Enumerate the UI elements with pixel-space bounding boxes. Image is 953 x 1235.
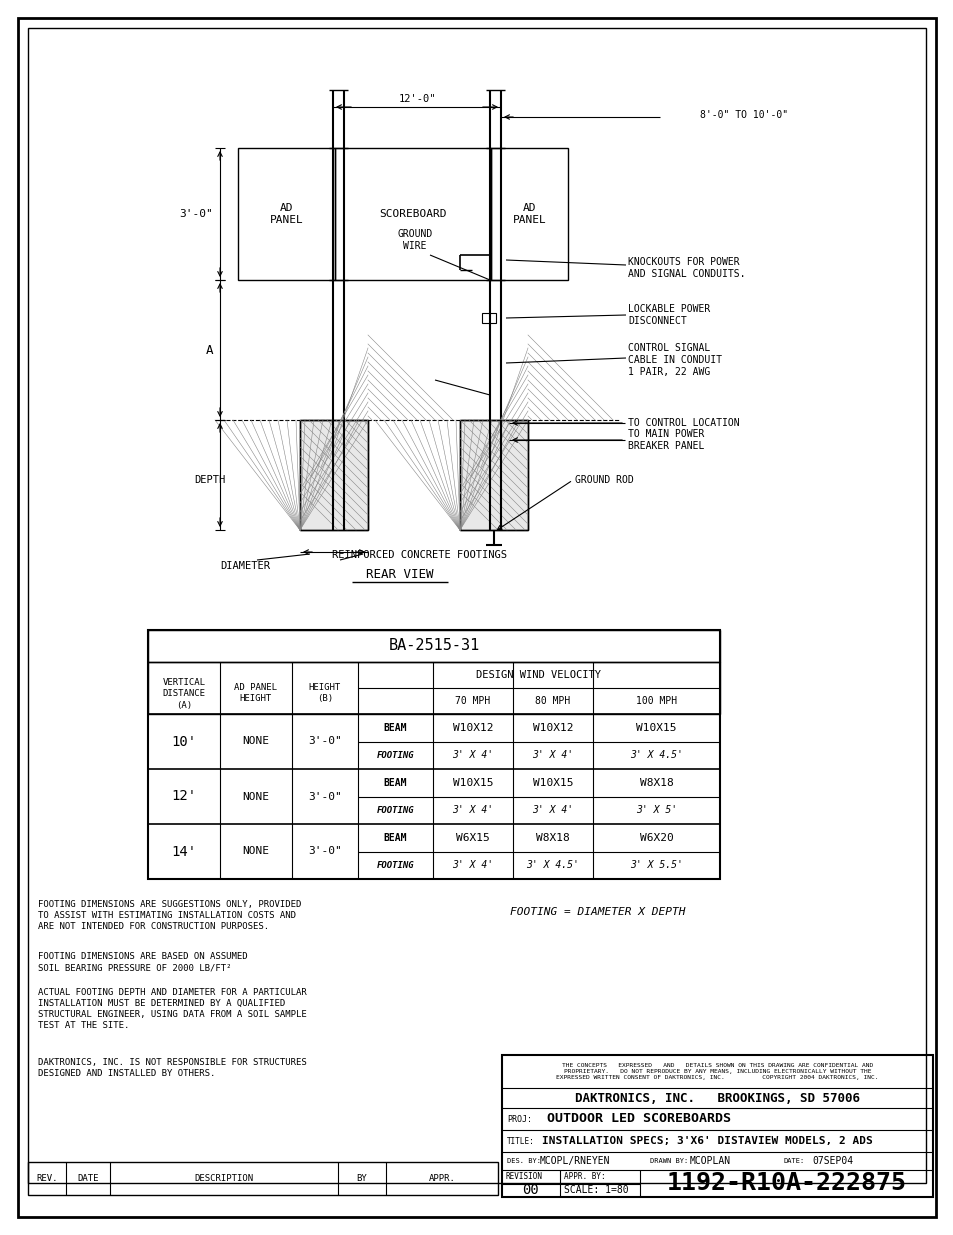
- Text: NONE: NONE: [242, 736, 269, 746]
- Text: BEAM: BEAM: [383, 778, 407, 788]
- Text: APPR.: APPR.: [428, 1174, 455, 1183]
- Text: 00: 00: [522, 1183, 538, 1197]
- Bar: [299, 420, 368, 530]
- Text: APPR. BY:: APPR. BY:: [563, 1172, 605, 1181]
- Bar: [148, 630, 720, 662]
- Text: NONE: NONE: [242, 846, 269, 857]
- Text: REAR VIEW: REAR VIEW: [366, 568, 434, 582]
- Text: TO CONTROL LOCATION: TO CONTROL LOCATION: [627, 417, 739, 429]
- Bar: [148, 630, 720, 879]
- Text: DESCRIPTION: DESCRIPTION: [194, 1174, 253, 1183]
- Text: SCALE: 1=80: SCALE: 1=80: [563, 1186, 628, 1195]
- Text: DES. BY:: DES. BY:: [506, 1158, 540, 1165]
- Text: 80 MPH: 80 MPH: [535, 697, 570, 706]
- Text: 3' X 4.5': 3' X 4.5': [629, 750, 682, 761]
- Bar: [481, 312, 496, 324]
- Text: 70 MPH: 70 MPH: [455, 697, 490, 706]
- Text: AD
PANEL: AD PANEL: [512, 203, 546, 225]
- Text: 12'-0": 12'-0": [397, 94, 436, 104]
- Text: FOOTING DIMENSIONS ARE SUGGESTIONS ONLY, PROVIDED
TO ASSIST WITH ESTIMATING INST: FOOTING DIMENSIONS ARE SUGGESTIONS ONLY,…: [38, 900, 301, 931]
- Text: REV.: REV.: [36, 1174, 58, 1183]
- Bar: [491, 148, 567, 280]
- Bar: [28, 1162, 497, 1195]
- Text: HEIGHT
(B): HEIGHT (B): [309, 683, 341, 703]
- Bar: [459, 420, 527, 530]
- Text: 3'-0": 3'-0": [179, 209, 213, 219]
- Text: GROUND
WIRE: GROUND WIRE: [397, 228, 432, 251]
- Text: W8X18: W8X18: [536, 832, 569, 842]
- Text: DAKTRONICS, INC.   BROOKINGS, SD 57006: DAKTRONICS, INC. BROOKINGS, SD 57006: [575, 1092, 859, 1104]
- Text: REINFORCED CONCRETE FOOTINGS: REINFORCED CONCRETE FOOTINGS: [333, 550, 507, 559]
- Text: A: A: [206, 343, 213, 357]
- Text: 3' X 4.5': 3' X 4.5': [526, 861, 578, 871]
- Text: DEPTH: DEPTH: [194, 475, 226, 485]
- Text: 8'-0" TO 10'-0": 8'-0" TO 10'-0": [700, 110, 787, 120]
- Text: KNOCKOUTS FOR POWER
AND SIGNAL CONDUITS.: KNOCKOUTS FOR POWER AND SIGNAL CONDUITS.: [627, 257, 744, 279]
- Text: DAKTRONICS, INC. IS NOT RESPONSIBLE FOR STRUCTURES
DESIGNED AND INSTALLED BY OTH: DAKTRONICS, INC. IS NOT RESPONSIBLE FOR …: [38, 1058, 307, 1078]
- Text: 100 MPH: 100 MPH: [636, 697, 677, 706]
- Text: 12': 12': [172, 789, 196, 804]
- Text: TITLE:: TITLE:: [506, 1136, 535, 1146]
- Text: W10X12: W10X12: [532, 722, 573, 732]
- Text: MCOPL/RNEYEN: MCOPL/RNEYEN: [539, 1156, 610, 1166]
- Text: FOOTING DIMENSIONS ARE BASED ON ASSUMED
SOIL BEARING PRESSURE OF 2000 LB/FT²: FOOTING DIMENSIONS ARE BASED ON ASSUMED …: [38, 952, 248, 972]
- Text: DESIGN WIND VELOCITY: DESIGN WIND VELOCITY: [476, 671, 601, 680]
- Text: 1192-R10A-222875: 1192-R10A-222875: [666, 1172, 905, 1195]
- Text: 3' X 4': 3' X 4': [532, 750, 573, 761]
- Text: AD
PANEL: AD PANEL: [270, 203, 303, 225]
- Text: W10X15: W10X15: [636, 722, 676, 732]
- Text: FOOTING = DIAMETER X DEPTH: FOOTING = DIAMETER X DEPTH: [510, 906, 685, 918]
- Text: 3' X 4': 3' X 4': [532, 805, 573, 815]
- Text: 3'-0": 3'-0": [308, 846, 341, 857]
- Text: W8X18: W8X18: [639, 778, 673, 788]
- Text: VERTICAL
DISTANCE
(A): VERTICAL DISTANCE (A): [162, 678, 205, 710]
- Text: INSTALLATION SPECS; 3'X6' DISTAVIEW MODELS, 2 ADS: INSTALLATION SPECS; 3'X6' DISTAVIEW MODE…: [541, 1136, 872, 1146]
- Bar: [501, 1055, 932, 1197]
- Text: W10X15: W10X15: [532, 778, 573, 788]
- Text: BEAM: BEAM: [383, 722, 407, 732]
- Text: FOOTING: FOOTING: [376, 751, 414, 760]
- Text: MCOPLAN: MCOPLAN: [689, 1156, 730, 1166]
- Text: 3' X 4': 3' X 4': [452, 750, 493, 761]
- Text: 3' X 5.5': 3' X 5.5': [629, 861, 682, 871]
- Text: W10X15: W10X15: [453, 778, 493, 788]
- Text: DATE: DATE: [77, 1174, 99, 1183]
- Text: DIAMETER: DIAMETER: [220, 561, 270, 571]
- Text: W6X20: W6X20: [639, 832, 673, 842]
- Text: AD PANEL
HEIGHT: AD PANEL HEIGHT: [234, 683, 277, 703]
- Text: GROUND ROD: GROUND ROD: [575, 475, 633, 485]
- Text: REVISION: REVISION: [505, 1172, 542, 1181]
- Text: THE CONCEPTS   EXPRESSED   AND   DETAILS SHOWN ON THIS DRAWING ARE CONFIDENTIAL : THE CONCEPTS EXPRESSED AND DETAILS SHOWN…: [556, 1063, 878, 1081]
- Text: FOOTING: FOOTING: [376, 861, 414, 869]
- Text: BA-2515-31: BA-2515-31: [388, 638, 479, 653]
- Text: TO MAIN POWER
BREAKER PANEL: TO MAIN POWER BREAKER PANEL: [627, 429, 703, 451]
- Text: W6X15: W6X15: [456, 832, 489, 842]
- Bar: [148, 662, 720, 714]
- Text: 14': 14': [172, 845, 196, 858]
- Bar: [335, 148, 491, 280]
- Text: DATE:: DATE:: [783, 1158, 804, 1165]
- Text: LOCKABLE POWER
DISCONNECT: LOCKABLE POWER DISCONNECT: [627, 304, 709, 326]
- Text: NONE: NONE: [242, 792, 269, 802]
- Text: 3' X 4': 3' X 4': [452, 861, 493, 871]
- Bar: [459, 420, 527, 530]
- Text: 3' X 5': 3' X 5': [636, 805, 677, 815]
- Text: 3' X 4': 3' X 4': [452, 805, 493, 815]
- Text: FOOTING: FOOTING: [376, 805, 414, 815]
- Text: 10': 10': [172, 735, 196, 748]
- Text: 3'-0": 3'-0": [308, 736, 341, 746]
- Text: BY: BY: [356, 1174, 367, 1183]
- Text: CONTROL SIGNAL
CABLE IN CONDUIT
1 PAIR, 22 AWG: CONTROL SIGNAL CABLE IN CONDUIT 1 PAIR, …: [627, 342, 721, 378]
- Text: DRAWN BY:: DRAWN BY:: [649, 1158, 687, 1165]
- Text: 07SEP04: 07SEP04: [811, 1156, 852, 1166]
- Text: BEAM: BEAM: [383, 832, 407, 842]
- Text: 3'-0": 3'-0": [308, 792, 341, 802]
- Text: PROJ:: PROJ:: [506, 1114, 532, 1124]
- Bar: [299, 420, 368, 530]
- Bar: [237, 148, 335, 280]
- Text: ACTUAL FOOTING DEPTH AND DIAMETER FOR A PARTICULAR
INSTALLATION MUST BE DETERMIN: ACTUAL FOOTING DEPTH AND DIAMETER FOR A …: [38, 988, 307, 1030]
- Text: W10X12: W10X12: [453, 722, 493, 732]
- Text: OUTDOOR LED SCOREBOARDS: OUTDOOR LED SCOREBOARDS: [546, 1113, 730, 1125]
- Text: SCOREBOARD: SCOREBOARD: [379, 209, 446, 219]
